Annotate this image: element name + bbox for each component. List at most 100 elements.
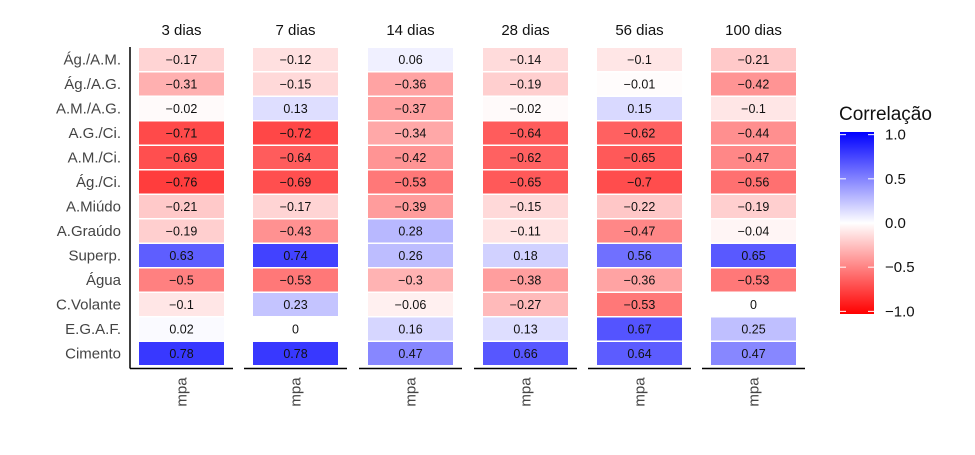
heatmap-cell	[597, 219, 682, 243]
heatmap-cell	[368, 72, 453, 96]
cell-value-label: −0.02	[166, 102, 198, 116]
cell-value-label: −0.02	[510, 102, 542, 116]
cell-value-label: 0.56	[627, 249, 651, 263]
row-label: A.M./Ci.	[68, 150, 121, 167]
heatmap-cell	[483, 219, 568, 243]
heatmap-cell	[597, 146, 682, 169]
cell-value-label: −0.53	[624, 298, 656, 312]
panel-title-3: 14 dias	[386, 22, 434, 39]
x-tick-label-panel-5: mpa	[632, 377, 649, 407]
cell-value-label: 0.15	[627, 102, 651, 116]
row-label: Água	[86, 272, 122, 289]
cell-value-label: 0.26	[398, 249, 422, 263]
heatmap-cell	[253, 195, 338, 218]
heatmap-cell	[139, 293, 224, 316]
heatmap-cell	[139, 72, 224, 96]
cell-value-label: −0.1	[627, 53, 652, 67]
heatmap-cell	[711, 317, 796, 341]
cell-value-label: −0.42	[738, 78, 770, 92]
cell-value-label: 0.47	[398, 347, 422, 361]
heatmap-cell	[597, 97, 682, 120]
heatmap-cell	[711, 72, 796, 96]
cell-value-label: −0.17	[166, 53, 198, 67]
heatmap-cell	[597, 342, 682, 365]
cell-value-label: −0.53	[280, 274, 312, 288]
heatmap-cell	[711, 170, 796, 194]
cell-value-label: 0.78	[169, 347, 193, 361]
heatmap-cell	[253, 170, 338, 194]
heatmap-cell	[483, 342, 568, 365]
heatmap-cell	[139, 342, 224, 365]
cell-value-label: −0.3	[398, 274, 423, 288]
heatmap-cell	[253, 342, 338, 365]
heatmap-cell	[711, 293, 796, 316]
cell-value-label: −0.72	[280, 127, 312, 141]
cell-value-label: −0.21	[738, 53, 770, 67]
heatmap-cell	[368, 244, 453, 267]
cell-value-label: −0.36	[395, 78, 427, 92]
cell-value-label: −0.62	[624, 127, 656, 141]
cell-value-label: −0.31	[166, 78, 198, 92]
heatmap-cell	[368, 268, 453, 292]
cell-value-label: 0.18	[513, 249, 537, 263]
cell-value-label: 0.63	[169, 249, 193, 263]
cell-value-label: −0.11	[510, 225, 541, 239]
cell-value-label: −0.19	[510, 78, 542, 92]
x-tick-label-panel-1: mpa	[174, 377, 191, 407]
panel-title-1: 3 dias	[161, 22, 201, 39]
cell-value-label: −0.65	[624, 151, 656, 165]
cell-value-label: −0.76	[166, 176, 198, 190]
heatmap-cell	[711, 195, 796, 218]
heatmap-cell	[253, 317, 338, 341]
cell-value-label: −0.64	[510, 127, 542, 141]
heatmap-cell	[139, 97, 224, 120]
cell-value-label: 0.23	[283, 298, 307, 312]
heatmap-cell	[253, 293, 338, 316]
legend-tick-label: 1.0	[885, 127, 906, 144]
row-label: Ág./A.M.	[63, 52, 121, 69]
heatmap-cell	[711, 121, 796, 145]
heatmap-cell	[483, 195, 568, 218]
cell-value-label: −0.38	[510, 274, 542, 288]
cell-value-label: −0.17	[280, 200, 312, 214]
heatmap-cell	[483, 97, 568, 120]
cell-value-label: −0.12	[280, 53, 312, 67]
heatmap-cell	[139, 244, 224, 267]
cell-value-label: 0.66	[513, 347, 537, 361]
heatmap-cell	[597, 48, 682, 71]
heatmap-cell	[711, 146, 796, 169]
cell-value-label: −0.42	[395, 151, 427, 165]
cell-value-label: −0.04	[738, 225, 770, 239]
cell-value-label: 0.47	[741, 347, 765, 361]
cell-value-label: −0.53	[738, 274, 770, 288]
legend-tick-label: 0.0	[885, 215, 906, 232]
legend-tick-label: −1.0	[885, 303, 915, 320]
cell-value-label: −0.37	[395, 102, 427, 116]
cell-value-label: −0.19	[738, 200, 770, 214]
heatmap-cell	[139, 195, 224, 218]
heatmap-cell	[483, 121, 568, 145]
heatmap-cell	[483, 293, 568, 316]
cell-value-label: 0.28	[398, 225, 422, 239]
cell-value-label: 0.13	[513, 323, 537, 337]
row-label: C.Volante	[56, 297, 121, 314]
heatmap-cell	[597, 244, 682, 267]
cell-value-label: −0.65	[510, 176, 542, 190]
heatmap-cell	[483, 244, 568, 267]
cell-value-label: −0.64	[280, 151, 312, 165]
cell-value-label: −0.27	[510, 298, 542, 312]
heatmap-cell	[711, 48, 796, 71]
cell-value-label: −0.21	[166, 200, 198, 214]
panel-title-5: 56 dias	[615, 22, 663, 39]
legend-tick-label: −0.5	[885, 259, 915, 276]
cell-value-label: −0.14	[510, 53, 542, 67]
cell-value-label: −0.62	[510, 151, 542, 165]
heatmap-cell	[597, 72, 682, 96]
cell-value-label: −0.7	[627, 176, 652, 190]
cell-value-label: 0.25	[741, 323, 765, 337]
heatmap-cell	[253, 146, 338, 169]
cell-value-label: −0.53	[395, 176, 427, 190]
heatmap-cell	[368, 317, 453, 341]
cell-value-label: 0.67	[627, 323, 651, 337]
